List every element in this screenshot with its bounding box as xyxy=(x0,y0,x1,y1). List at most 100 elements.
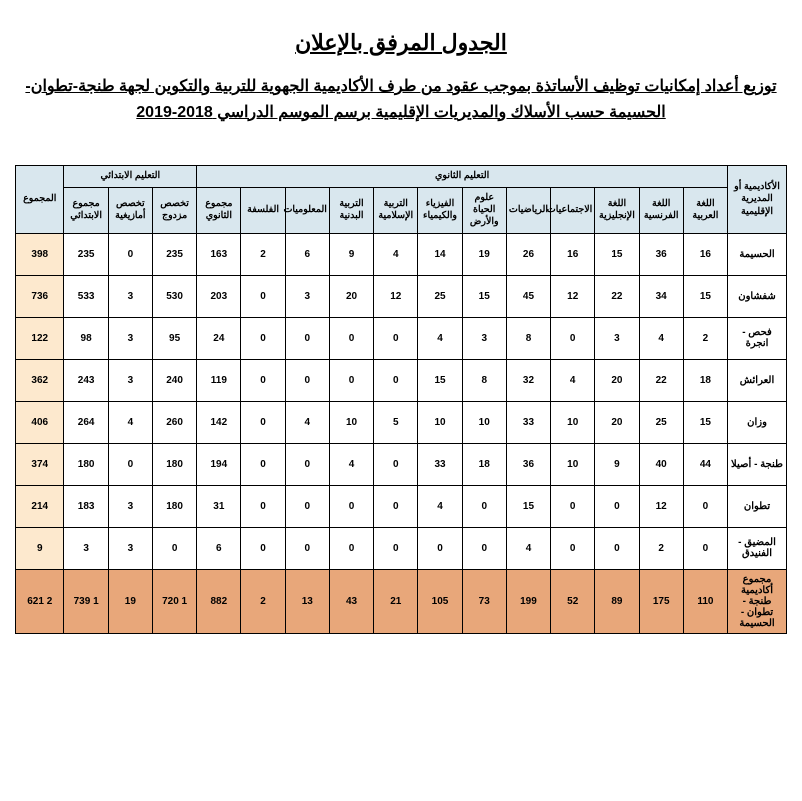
cell-islamic: 0 xyxy=(374,317,418,359)
cell-info: 0 xyxy=(285,359,329,401)
cell-svt: 73 xyxy=(462,569,506,633)
cell-social: 0 xyxy=(551,527,595,569)
cell-english: 0 xyxy=(595,485,639,527)
cell-sec_total: 6 xyxy=(197,527,241,569)
col-amazigh: تخصص أمازيغية xyxy=(108,187,152,233)
cell-arabic: 15 xyxy=(683,275,727,317)
cell-social: 0 xyxy=(551,317,595,359)
cell-region: طنجة - أصيلا xyxy=(728,443,787,485)
table-row: تطوان0120015040000311803183214 xyxy=(16,485,787,527)
cell-total: 9 xyxy=(16,527,64,569)
cell-pe: 4 xyxy=(329,443,373,485)
col-totals: المجموع xyxy=(16,166,64,233)
cell-islamic: 0 xyxy=(374,443,418,485)
table-header: الأكاديمية أو المديرية الإقليمية التعليم… xyxy=(16,166,787,233)
col-group-primary: التعليم الابتدائي xyxy=(64,166,197,187)
cell-philo: 0 xyxy=(241,527,285,569)
col-english: اللغة الإنجليزية xyxy=(595,187,639,233)
cell-philo: 2 xyxy=(241,233,285,275)
cell-pe: 0 xyxy=(329,485,373,527)
cell-math: 4 xyxy=(506,527,550,569)
cell-physics: 25 xyxy=(418,275,462,317)
cell-svt: 0 xyxy=(462,527,506,569)
cell-math: 199 xyxy=(506,569,550,633)
page-subtitle: توزيع أعداد إمكانيات توظيف الأساتذة بموج… xyxy=(15,74,787,125)
cell-french: 34 xyxy=(639,275,683,317)
cell-svt: 19 xyxy=(462,233,506,275)
table-row: المضيق - الفنيدق0200400000060339 xyxy=(16,527,787,569)
table-row: وزان15252010331010510401422604264406 xyxy=(16,401,787,443)
col-prim-total: مجموع الابتدائي xyxy=(64,187,108,233)
col-region: الأكاديمية أو المديرية الإقليمية xyxy=(728,166,787,233)
cell-total: 214 xyxy=(16,485,64,527)
cell-double: 240 xyxy=(152,359,196,401)
cell-french: 4 xyxy=(639,317,683,359)
cell-info: 0 xyxy=(285,527,329,569)
cell-french: 2 xyxy=(639,527,683,569)
cell-math: 15 xyxy=(506,485,550,527)
cell-pe: 10 xyxy=(329,401,373,443)
cell-arabic: 0 xyxy=(683,527,727,569)
cell-info: 4 xyxy=(285,401,329,443)
cell-double: 95 xyxy=(152,317,196,359)
cell-english: 89 xyxy=(595,569,639,633)
col-pe: التربية البدنية xyxy=(329,187,373,233)
col-french: اللغة الفرنسية xyxy=(639,187,683,233)
cell-philo: 0 xyxy=(241,359,285,401)
cell-total: 362 xyxy=(16,359,64,401)
cell-arabic: 44 xyxy=(683,443,727,485)
cell-double: 0 xyxy=(152,527,196,569)
col-islamic: التربية الإسلامية xyxy=(374,187,418,233)
cell-arabic: 2 xyxy=(683,317,727,359)
cell-prim_total: 98 xyxy=(64,317,108,359)
cell-region: الحسيمة xyxy=(728,233,787,275)
col-math: الرياضيات xyxy=(506,187,550,233)
cell-double: 180 xyxy=(152,485,196,527)
cell-prim_total: 3 xyxy=(64,527,108,569)
cell-region: وزان xyxy=(728,401,787,443)
cell-prim_total: 1 739 xyxy=(64,569,108,633)
cell-sec_total: 142 xyxy=(197,401,241,443)
cell-sec_total: 203 xyxy=(197,275,241,317)
cell-islamic: 5 xyxy=(374,401,418,443)
cell-english: 15 xyxy=(595,233,639,275)
cell-philo: 0 xyxy=(241,275,285,317)
cell-physics: 33 xyxy=(418,443,462,485)
cell-sec_total: 119 xyxy=(197,359,241,401)
cell-double: 260 xyxy=(152,401,196,443)
col-info: المعلوميات xyxy=(285,187,329,233)
cell-sec_total: 882 xyxy=(197,569,241,633)
cell-physics: 14 xyxy=(418,233,462,275)
cell-french: 40 xyxy=(639,443,683,485)
cell-double: 530 xyxy=(152,275,196,317)
cell-pe: 0 xyxy=(329,317,373,359)
cell-islamic: 0 xyxy=(374,485,418,527)
cell-prim_total: 183 xyxy=(64,485,108,527)
cell-social: 0 xyxy=(551,485,595,527)
cell-math: 33 xyxy=(506,401,550,443)
page-title: الجدول المرفق بالإعلان xyxy=(15,30,787,56)
cell-physics: 4 xyxy=(418,317,462,359)
cell-sec_total: 31 xyxy=(197,485,241,527)
cell-french: 175 xyxy=(639,569,683,633)
cell-amazigh: 0 xyxy=(108,233,152,275)
cell-math: 26 xyxy=(506,233,550,275)
cell-math: 36 xyxy=(506,443,550,485)
cell-islamic: 12 xyxy=(374,275,418,317)
cell-region: تطوان xyxy=(728,485,787,527)
cell-amazigh: 0 xyxy=(108,443,152,485)
cell-info: 0 xyxy=(285,317,329,359)
cell-svt: 0 xyxy=(462,485,506,527)
cell-svt: 8 xyxy=(462,359,506,401)
cell-french: 12 xyxy=(639,485,683,527)
cell-english: 20 xyxy=(595,359,639,401)
cell-philo: 0 xyxy=(241,317,285,359)
cell-philo: 0 xyxy=(241,401,285,443)
cell-arabic: 15 xyxy=(683,401,727,443)
col-svt: علوم الحياة والأرض xyxy=(462,187,506,233)
cell-english: 3 xyxy=(595,317,639,359)
cell-english: 20 xyxy=(595,401,639,443)
cell-french: 25 xyxy=(639,401,683,443)
cell-amazigh: 19 xyxy=(108,569,152,633)
cell-amazigh: 3 xyxy=(108,359,152,401)
